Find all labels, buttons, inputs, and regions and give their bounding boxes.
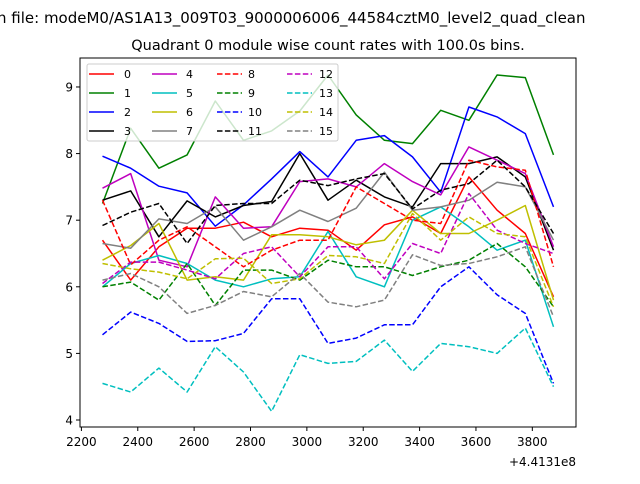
axes-frame xyxy=(79,57,577,428)
x-tick-label: 3200 xyxy=(348,435,379,449)
legend-label-10: 10 xyxy=(248,106,262,119)
legend-label-7: 7 xyxy=(186,125,193,138)
y-tick-label: 9 xyxy=(65,80,73,94)
y-tick-label: 8 xyxy=(65,147,73,161)
x-tick-label: 2800 xyxy=(235,435,266,449)
series-line-3 xyxy=(102,152,555,251)
y-tick-label: 4 xyxy=(65,414,73,428)
y-tick-label: 6 xyxy=(65,280,73,294)
x-tick-label: 2600 xyxy=(179,435,210,449)
legend-label-5: 5 xyxy=(186,87,193,100)
series-line-14 xyxy=(102,212,555,308)
x-tick-label: 3600 xyxy=(461,435,492,449)
series-line-6 xyxy=(102,204,555,301)
legend-label-14: 14 xyxy=(319,106,333,119)
legend-label-12: 12 xyxy=(319,68,333,81)
y-tick-label: 7 xyxy=(65,214,73,228)
series-line-12 xyxy=(102,192,554,285)
legend-label-9: 9 xyxy=(248,87,255,100)
x-tick-label: 3400 xyxy=(404,435,435,449)
x-offset-label: +4.4131e8 xyxy=(509,455,576,469)
series-line-7 xyxy=(102,171,555,249)
legend-box xyxy=(86,63,339,142)
legend-label-2: 2 xyxy=(124,106,131,119)
x-tick-label: 3800 xyxy=(517,435,548,449)
legend-label-3: 3 xyxy=(124,125,131,138)
series-line-9 xyxy=(102,242,555,308)
x-tick-label: 2400 xyxy=(122,435,153,449)
series-line-10 xyxy=(102,266,555,384)
legend-label-8: 8 xyxy=(248,68,255,81)
series-line-8 xyxy=(101,159,555,268)
legend-label-6: 6 xyxy=(186,106,193,119)
legend-label-0: 0 xyxy=(124,68,131,81)
y-tick-label: 5 xyxy=(65,347,73,361)
series-line-0 xyxy=(101,176,555,298)
legend-label-15: 15 xyxy=(319,125,333,138)
legend-label-11: 11 xyxy=(248,125,262,138)
chart-title: Quadrant 0 module wise count rates with … xyxy=(131,38,525,54)
series-line-13 xyxy=(102,327,555,413)
series-line-2 xyxy=(102,106,555,227)
axes: 2200 2400 2600 2800 3000 3200 3400 3600 3800 4 5 6 7… xyxy=(65,57,577,449)
legend-label-1: 1 xyxy=(124,87,131,100)
x-tick-label: 2200 xyxy=(66,435,97,449)
series-line-11 xyxy=(102,159,555,245)
series-line-15 xyxy=(102,246,555,318)
legend-label-13: 13 xyxy=(319,87,333,100)
legend-label-4: 4 xyxy=(186,68,193,81)
plot-area xyxy=(101,74,555,413)
figure-suptitle: n file: modeM0/AS1A13_009T03_9000006006_… xyxy=(0,9,586,28)
x-tick-label: 3000 xyxy=(292,435,323,449)
series-line-4 xyxy=(102,146,555,268)
